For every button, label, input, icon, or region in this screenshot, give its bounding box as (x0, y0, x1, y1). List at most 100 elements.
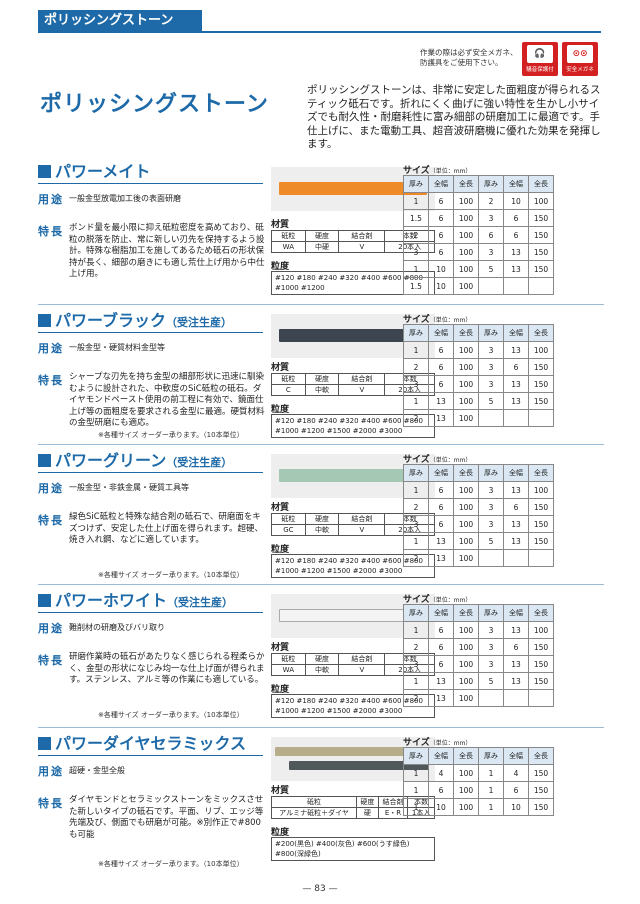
size-cell: 150 (528, 209, 554, 227)
size-cell: 2 (403, 689, 429, 707)
material-value-cell: V (338, 241, 386, 253)
size-cell: 6 (428, 515, 454, 533)
page-number: — 83 — (302, 884, 338, 894)
size-header-cell: 全長 (528, 464, 554, 482)
feature-text: ダイヤモンドとセラミックストーンをミックスさせた新しいタイプの砥石です。平面、リ… (69, 795, 264, 840)
size-row: 1 6 100 3 13 100 (403, 341, 554, 359)
size-cell: 1.5 (403, 209, 429, 227)
ear-protection-icon: 🎧 騒音保護付 (522, 42, 558, 76)
size-cell: 6 (428, 192, 454, 210)
use-text: 一般金型・硬質材料金型等 (69, 343, 165, 352)
size-cell: 6 (428, 621, 454, 639)
material-header-cell: 硬度 (356, 796, 379, 808)
size-header-cell: 全長 (528, 747, 554, 765)
use-text: 難削材の研磨及びバリ取り (69, 623, 165, 632)
size-row: 1 6 100 3 13 100 (403, 621, 554, 639)
use-label: 用途 (38, 765, 64, 778)
size-cell: 1 (403, 192, 429, 210)
size-cell: 13 (503, 515, 529, 533)
size-cell: 3 (478, 655, 504, 673)
size-cell: 100 (453, 375, 479, 393)
size-cell: 1 (478, 781, 504, 799)
size-cell: 6 (428, 358, 454, 376)
size-cell: 13 (503, 621, 529, 639)
size-cell: 150 (528, 498, 554, 516)
size-cell (528, 689, 554, 707)
size-cell: 100 (453, 764, 479, 782)
size-cell: 2 (403, 226, 429, 244)
ear-protection-label: 騒音保護付 (526, 67, 554, 73)
size-header-cell: 厚み (403, 747, 429, 765)
size-cell: 1 (403, 260, 429, 278)
size-cell: 100 (528, 192, 554, 210)
material-header-cell: 結合剤 (338, 653, 386, 665)
section-note: （受注生産） (166, 456, 233, 469)
feature-label: 特長 (38, 374, 64, 387)
size-cell: 3 (403, 655, 429, 673)
size-header-cell: 全幅 (503, 324, 529, 342)
feature-label: 特長 (38, 225, 64, 238)
size-cell: 100 (453, 781, 479, 799)
size-row: 3 6 100 3 13 150 (403, 375, 554, 393)
material-header-cell: 砥粒 (270, 796, 358, 808)
use-text: 一般金型放電加工後の表面研磨 (69, 194, 181, 203)
material-value-cell: 中軟 (304, 524, 340, 536)
grit-list: #200(黒色) #400(灰色) #600(うす緑色) #800(深緑色) (271, 837, 435, 861)
material-heading: 材質 (271, 643, 290, 653)
size-unit: （単位：mm） (429, 317, 472, 324)
size-row: 3 6 100 3 13 150 (403, 243, 554, 261)
size-cell: 13 (503, 341, 529, 359)
material-value-cell: V (338, 664, 386, 676)
use-text: 超硬・金型全般 (69, 766, 125, 775)
feature-text: 研磨作業時の砥石があたりなく感じられる程柔らかく、金型の形状になじみ均一な仕上げ… (69, 652, 265, 685)
material-value-cell: アルミナ砥粒＋ダイヤ (270, 807, 358, 819)
size-cell: 13 (503, 375, 529, 393)
size-cell: 100 (453, 409, 479, 427)
size-cell: 150 (528, 243, 554, 261)
size-cell: 4 (428, 764, 454, 782)
feature-text: シャープな刃先を持ち金型の細部形状に迅速に馴染むように設計された、中軟度のSiC… (69, 372, 265, 428)
size-cell: 100 (453, 260, 479, 278)
size-header-cell: 厚み (478, 604, 504, 622)
size-cell: 6 (428, 226, 454, 244)
size-cell: 100 (528, 341, 554, 359)
size-cell: 13 (428, 409, 454, 427)
size-cell: 3 (478, 515, 504, 533)
size-cell: 1 (403, 781, 429, 799)
material-header-cell: 砥粒 (271, 373, 306, 385)
size-cell: 13 (503, 392, 529, 410)
size-cell: 150 (528, 764, 554, 782)
size-cell: 5 (478, 532, 504, 550)
size-header-cell: 厚み (478, 464, 504, 482)
stone-stick (279, 469, 427, 482)
size-cell: 100 (453, 672, 479, 690)
size-cell: 3 (478, 243, 504, 261)
header-band: ポリッシングストーン (38, 10, 202, 32)
size-cell: 6 (428, 655, 454, 673)
size-cell: 6 (503, 358, 529, 376)
grit-heading: 粒度 (271, 685, 290, 695)
size-cell: 10 (428, 277, 454, 295)
material-heading: 材質 (271, 363, 290, 373)
size-cell: 100 (453, 392, 479, 410)
size-heading-text: サイズ (403, 455, 430, 465)
title-square-icon (38, 454, 51, 467)
section-title-text: パワーダイヤセラミックス (55, 734, 247, 753)
material-header-cell: 硬度 (304, 373, 340, 385)
size-cell: 150 (528, 226, 554, 244)
size-cell: 13 (503, 260, 529, 278)
material-value-cell: WA (271, 664, 306, 676)
size-cell: 1.5 (403, 277, 429, 295)
size-row: 2 13 100 (403, 409, 554, 427)
section-divider (38, 584, 604, 585)
size-cell (478, 409, 504, 427)
size-heading: サイズ（単位：mm） (403, 312, 471, 325)
size-cell: 13 (503, 481, 529, 499)
size-header-cell: 厚み (403, 175, 429, 193)
material-value-cell: 硬 (356, 807, 379, 819)
size-row: 1 13 100 5 13 150 (403, 672, 554, 690)
size-cell: 150 (528, 515, 554, 533)
size-cell: 6 (503, 226, 529, 244)
material-heading: 材質 (271, 503, 290, 513)
product-section: パワーグリーン（受注生産） 用途 一般金型・非鉄金属・硬質工具等 特長 緑色SiC砥粒と… (38, 452, 604, 592)
